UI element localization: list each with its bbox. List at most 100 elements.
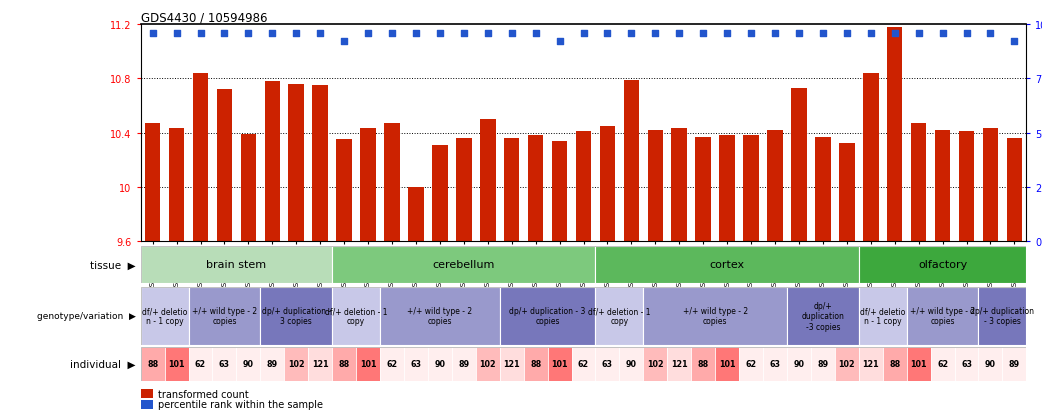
Point xyxy=(983,31,999,38)
Text: tissue  ▶: tissue ▶ xyxy=(90,260,135,270)
Point xyxy=(288,31,304,38)
Bar xyxy=(524,347,548,381)
Text: 121: 121 xyxy=(671,359,688,368)
Bar xyxy=(1007,139,1022,242)
Bar xyxy=(260,287,332,345)
Bar xyxy=(332,247,595,283)
Bar xyxy=(332,347,356,381)
Bar xyxy=(907,347,931,381)
Bar xyxy=(552,141,567,242)
Point xyxy=(599,31,616,38)
Bar xyxy=(452,347,476,381)
Bar xyxy=(911,124,926,242)
Point xyxy=(959,31,975,38)
Bar xyxy=(380,287,500,345)
Text: +/+ wild type - 2
copies: +/+ wild type - 2 copies xyxy=(910,306,975,325)
Bar xyxy=(213,347,237,381)
Bar xyxy=(647,131,663,242)
Bar xyxy=(907,287,978,345)
Bar xyxy=(739,347,763,381)
Text: 88: 88 xyxy=(530,359,541,368)
Bar xyxy=(428,347,452,381)
Bar xyxy=(883,347,907,381)
Text: cerebellum: cerebellum xyxy=(432,260,495,270)
Point xyxy=(815,31,832,38)
Bar xyxy=(193,74,208,242)
Bar xyxy=(815,137,830,242)
Text: dp/+ duplication
- 3 copies: dp/+ duplication - 3 copies xyxy=(970,306,1035,325)
Bar xyxy=(572,347,595,381)
Bar xyxy=(715,347,739,381)
Bar xyxy=(763,347,787,381)
Text: 101: 101 xyxy=(359,359,376,368)
Text: 62: 62 xyxy=(578,359,589,368)
Point xyxy=(839,31,855,38)
Bar xyxy=(141,287,189,345)
Bar xyxy=(667,347,691,381)
Bar xyxy=(500,287,595,345)
Bar xyxy=(719,136,735,242)
Bar xyxy=(237,347,260,381)
Bar xyxy=(978,287,1026,345)
Bar xyxy=(978,347,1002,381)
Text: +/+ wild type - 2
copies: +/+ wild type - 2 copies xyxy=(407,306,472,325)
Bar xyxy=(548,347,572,381)
Bar xyxy=(887,28,902,242)
Bar xyxy=(380,347,404,381)
Text: 102: 102 xyxy=(288,359,304,368)
Point xyxy=(551,39,568,46)
Point xyxy=(887,31,903,38)
Bar xyxy=(595,347,619,381)
Bar xyxy=(384,124,400,242)
Bar xyxy=(404,347,428,381)
Point xyxy=(479,31,496,38)
Bar xyxy=(169,129,184,242)
Text: 89: 89 xyxy=(267,359,278,368)
Point xyxy=(623,31,640,38)
Text: 89: 89 xyxy=(817,359,828,368)
Bar xyxy=(408,188,424,242)
Point xyxy=(767,31,784,38)
Bar xyxy=(1002,347,1026,381)
Bar xyxy=(600,126,615,242)
Point xyxy=(240,31,256,38)
Text: individual  ▶: individual ▶ xyxy=(70,359,135,369)
Bar xyxy=(189,347,213,381)
Bar xyxy=(859,247,1026,283)
Text: 101: 101 xyxy=(169,359,184,368)
Text: 90: 90 xyxy=(793,359,804,368)
Text: 121: 121 xyxy=(863,359,879,368)
Bar xyxy=(671,129,687,242)
Bar xyxy=(595,287,643,345)
Bar xyxy=(141,247,332,283)
Bar xyxy=(959,132,974,242)
Text: olfactory: olfactory xyxy=(918,260,967,270)
Bar xyxy=(619,347,643,381)
Bar xyxy=(787,287,859,345)
Bar xyxy=(835,347,859,381)
Text: dp/+
duplication
-3 copies: dp/+ duplication -3 copies xyxy=(801,301,844,331)
Bar xyxy=(859,287,907,345)
Bar xyxy=(863,74,878,242)
Bar xyxy=(456,139,472,242)
Text: df/+ deletio
n - 1 copy: df/+ deletio n - 1 copy xyxy=(860,306,905,325)
Bar xyxy=(241,135,256,242)
Bar xyxy=(432,145,448,242)
Text: transformed count: transformed count xyxy=(158,389,249,399)
Bar xyxy=(623,81,639,242)
Text: 89: 89 xyxy=(458,359,469,368)
Text: 90: 90 xyxy=(435,359,445,368)
Text: df/+ deletion - 1
copy: df/+ deletion - 1 copy xyxy=(588,306,650,325)
Text: 102: 102 xyxy=(479,359,496,368)
Text: df/+ deletio
n - 1 copy: df/+ deletio n - 1 copy xyxy=(142,306,188,325)
Text: 88: 88 xyxy=(697,359,709,368)
Bar xyxy=(595,247,859,283)
Text: +/+ wild type - 2
copies: +/+ wild type - 2 copies xyxy=(192,306,257,325)
Bar xyxy=(643,347,667,381)
Text: 63: 63 xyxy=(770,359,780,368)
Point xyxy=(791,31,808,38)
Bar xyxy=(695,137,711,242)
Bar xyxy=(576,132,591,242)
Point xyxy=(144,31,160,38)
Point xyxy=(407,31,424,38)
